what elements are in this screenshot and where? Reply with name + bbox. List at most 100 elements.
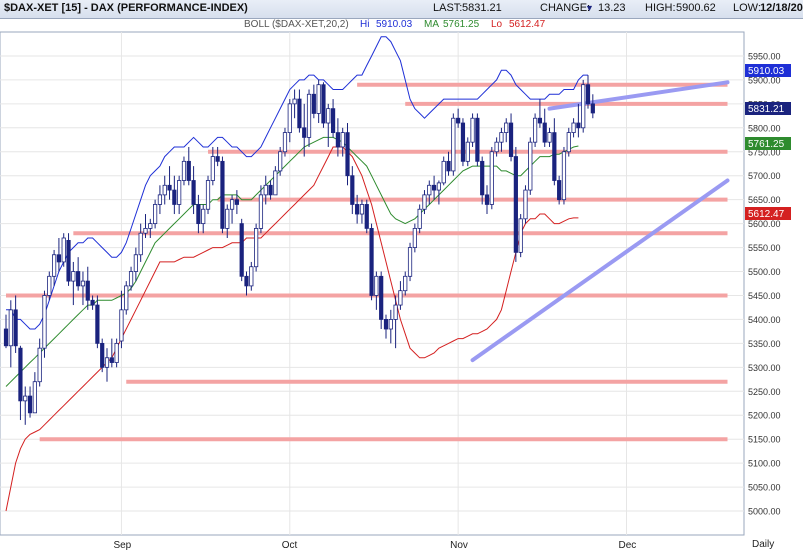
candle-body-up — [417, 208, 422, 229]
x-tick-label: Oct — [282, 540, 298, 551]
upper-band-tag — [745, 64, 791, 77]
candle-body-up — [71, 271, 76, 282]
candle-body-up — [205, 180, 211, 210]
ma-tag — [745, 137, 791, 150]
candle — [292, 89, 297, 119]
candle-body-down — [557, 180, 562, 201]
candle — [436, 180, 442, 205]
candle-body-down — [508, 122, 514, 157]
candle-body-down — [364, 204, 369, 229]
boll-hi-label: Hi — [360, 19, 370, 30]
candle — [494, 137, 499, 157]
candle-body-up — [249, 266, 254, 287]
candle — [427, 180, 432, 205]
y-tick-label: 5550.00 — [748, 243, 781, 253]
candle-body-up — [119, 309, 124, 342]
candle — [302, 103, 307, 157]
candle — [480, 156, 485, 205]
candle-body-down — [90, 299, 95, 306]
last-label: LAST: — [433, 2, 463, 14]
candle-body-up — [61, 237, 66, 263]
candle-body-up — [225, 208, 230, 229]
candle-body-down — [56, 254, 62, 263]
candle-body-up — [403, 275, 408, 292]
candle-body-up — [8, 309, 13, 347]
candle-body-down — [186, 160, 191, 181]
candle-body-down — [369, 228, 374, 296]
trend-line — [470, 178, 730, 363]
candle-body-up — [124, 285, 129, 311]
candle-body-up — [210, 156, 215, 181]
candle-body-up — [504, 122, 509, 134]
y-tick-label: 5700.00 — [748, 171, 781, 181]
candle-body-down — [379, 275, 384, 320]
candle — [287, 99, 292, 143]
candle — [412, 223, 417, 253]
candle — [119, 290, 124, 349]
candle-body-up — [407, 247, 413, 277]
candle-body-down — [239, 223, 244, 277]
candle — [234, 190, 239, 215]
last-price-tag — [745, 102, 791, 115]
candle — [508, 113, 514, 162]
candle — [542, 108, 547, 147]
candle-body-down — [66, 239, 71, 282]
candle-body-up — [229, 199, 235, 210]
candle — [355, 194, 360, 224]
candle — [85, 266, 90, 310]
candle — [8, 300, 13, 368]
candle-body-down — [234, 199, 239, 205]
chart-header: $DAX-XET [15] - DAX (PERFORMANCE-INDEX) … — [0, 0, 803, 19]
candle-body-up — [52, 254, 57, 277]
candle-body-up — [133, 254, 138, 272]
y-tick-label: 5250.00 — [748, 387, 781, 397]
candle-body-up — [470, 117, 475, 143]
candle — [258, 185, 264, 234]
candle-body-down — [475, 117, 480, 162]
candle-body-up — [316, 84, 321, 114]
candle-body-up — [393, 304, 398, 320]
candle-body-up — [157, 194, 163, 205]
candle-body-up — [292, 98, 297, 105]
boll-ma-label: MA — [424, 19, 439, 30]
candle — [383, 314, 389, 339]
candle — [95, 295, 100, 349]
candle-body-up — [23, 395, 28, 402]
candle — [225, 204, 230, 238]
candle-body-down — [576, 122, 581, 129]
candle — [335, 118, 340, 157]
candle — [32, 372, 37, 414]
candle-body-down — [513, 156, 518, 253]
candle-body-down — [18, 347, 23, 402]
candle-body-down — [100, 342, 105, 368]
candle — [27, 386, 33, 418]
candle-body-up — [114, 342, 119, 363]
y-tick-label: 5950.00 — [748, 51, 781, 61]
candle — [215, 146, 220, 167]
candle-body-down — [484, 194, 490, 205]
candle — [306, 89, 312, 147]
candle — [451, 113, 456, 176]
candle — [3, 314, 9, 349]
high-label: HIGH: — [645, 2, 676, 14]
candle-body-down — [460, 122, 466, 162]
candle — [100, 338, 105, 373]
candle-body-up — [282, 132, 288, 153]
candle — [590, 94, 595, 119]
candle-body-down — [268, 184, 273, 196]
candle — [80, 271, 86, 306]
candle — [576, 103, 581, 138]
candle — [350, 166, 355, 215]
candle — [393, 295, 398, 349]
candle — [244, 271, 249, 296]
x-tick-label: Nov — [450, 540, 468, 551]
candle — [167, 166, 172, 200]
candle — [210, 146, 215, 186]
y-tick-label: 5800.00 — [748, 123, 781, 133]
candle — [90, 295, 95, 310]
y-tick-label: 5450.00 — [748, 291, 781, 301]
lower-band-tag-text: 5612.47 — [748, 209, 785, 220]
candle — [181, 156, 187, 186]
candle — [18, 345, 23, 421]
candle — [172, 175, 177, 215]
